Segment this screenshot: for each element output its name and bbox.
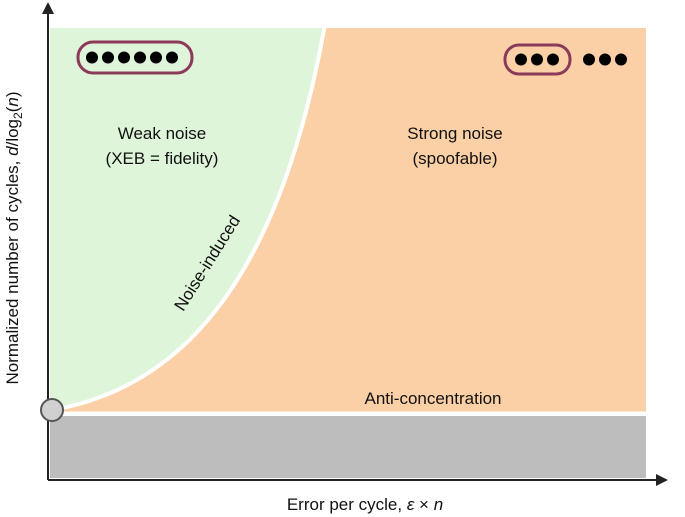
floor-label: Anti-concentration	[364, 389, 501, 408]
label-var: n	[3, 97, 22, 106]
region-title: Weak noise	[118, 124, 207, 143]
qubits	[86, 51, 178, 64]
region-title: Strong noise	[407, 124, 502, 143]
label-sub: 2	[11, 112, 25, 119]
qubit-group	[76, 40, 194, 75]
label-text: )	[3, 91, 22, 97]
region-subtitle: (XEB = fidelity)	[106, 149, 219, 168]
label-text: (	[3, 106, 22, 112]
region-subtitle: (spoofable)	[412, 149, 497, 168]
y-axis-arrow	[42, 2, 54, 14]
label-text: Normalized number of cycles,	[3, 156, 22, 385]
label-var: d	[3, 146, 22, 156]
gray-region	[50, 416, 646, 478]
qubit-group	[503, 43, 572, 76]
x-axis-arrow	[656, 474, 668, 486]
label-text: ×	[414, 495, 433, 514]
qubits	[515, 53, 627, 66]
label-var: n	[434, 495, 443, 514]
origin-point	[40, 398, 64, 422]
label-var: ε	[407, 495, 415, 514]
label-text: /log	[3, 119, 22, 146]
weak-noise-region	[50, 28, 325, 410]
x-axis-label: Error per cycle, ε × n	[287, 495, 443, 514]
label-text: Error per cycle,	[287, 495, 407, 514]
y-axis-label: Normalized number of cycles, d/log2(n)	[3, 91, 25, 384]
noise-induced-curve	[51, 23, 327, 412]
